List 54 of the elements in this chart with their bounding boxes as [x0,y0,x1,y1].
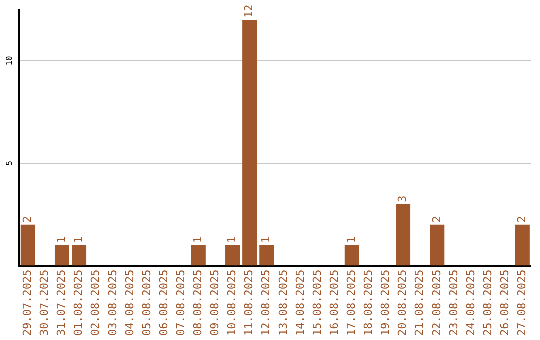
bar [260,245,274,266]
data-label: 1 [72,236,86,244]
bar [226,245,240,266]
data-label: 2 [20,216,34,223]
bar [54,245,70,266]
x-tick-label: 29.07.2025 [20,270,34,336]
x-tick-label: 19.08.2025 [379,270,392,336]
x-tick-label: 26.08.2025 [498,270,512,336]
bar [20,224,36,266]
x-tick-label: 27.08.2025 [516,270,529,336]
x-tick-label: 01.08.2025 [72,270,86,336]
data-label: 3 [396,196,410,202]
bar [344,245,360,266]
data-label: 1 [344,236,358,244]
x-tick-label: 11.08.2025 [242,270,256,336]
x-tick-label: 15.08.2025 [310,270,324,336]
data-label: 2 [516,216,529,223]
x-tick-label: 02.08.2025 [89,270,102,336]
data-label: 1 [226,236,239,244]
x-tick-label: 24.08.2025 [464,270,478,336]
x-tick-label: 17.08.2025 [344,270,358,336]
x-tick-label: 25.08.2025 [481,270,494,336]
bar [396,204,411,266]
bar [242,20,258,266]
x-tick-label: 06.08.2025 [157,270,170,336]
bar [72,245,87,266]
data-label: 1 [192,236,205,244]
x-tick-label: 13.08.2025 [276,270,290,336]
x-tick-label: 16.08.2025 [328,270,341,336]
x-tick-label: 03.08.2025 [106,270,120,336]
x-tick-label: 21.08.2025 [413,270,426,336]
x-tick-label: 22.08.2025 [430,270,444,336]
y-tick-label: 5 [4,160,14,166]
bar [515,224,530,266]
x-tick-label: 20.08.2025 [396,270,410,336]
x-tick-label: 30.07.2025 [38,270,52,336]
x-tick-label: 10.08.2025 [226,270,239,336]
data-label: 1 [260,236,273,244]
x-tick-label: 23.08.2025 [447,270,460,336]
data-label: 2 [430,216,444,223]
bar [430,224,445,266]
x-tick-label: 04.08.2025 [123,270,136,336]
bar [191,245,206,266]
data-label: 12 [242,4,256,18]
x-tick-label: 18.08.2025 [362,270,376,336]
x-tick-label: 08.08.2025 [192,270,205,336]
x-tick-label: 12.08.2025 [260,270,273,336]
x-tick-label: 31.07.2025 [55,270,68,336]
x-tick-label: 14.08.2025 [294,270,307,336]
x-tick-label: 05.08.2025 [140,270,154,336]
data-label: 1 [55,236,68,244]
x-tick-label: 09.08.2025 [208,270,222,336]
x-tick-label: 07.08.2025 [174,270,188,336]
y-tick-label: 10 [4,56,14,66]
